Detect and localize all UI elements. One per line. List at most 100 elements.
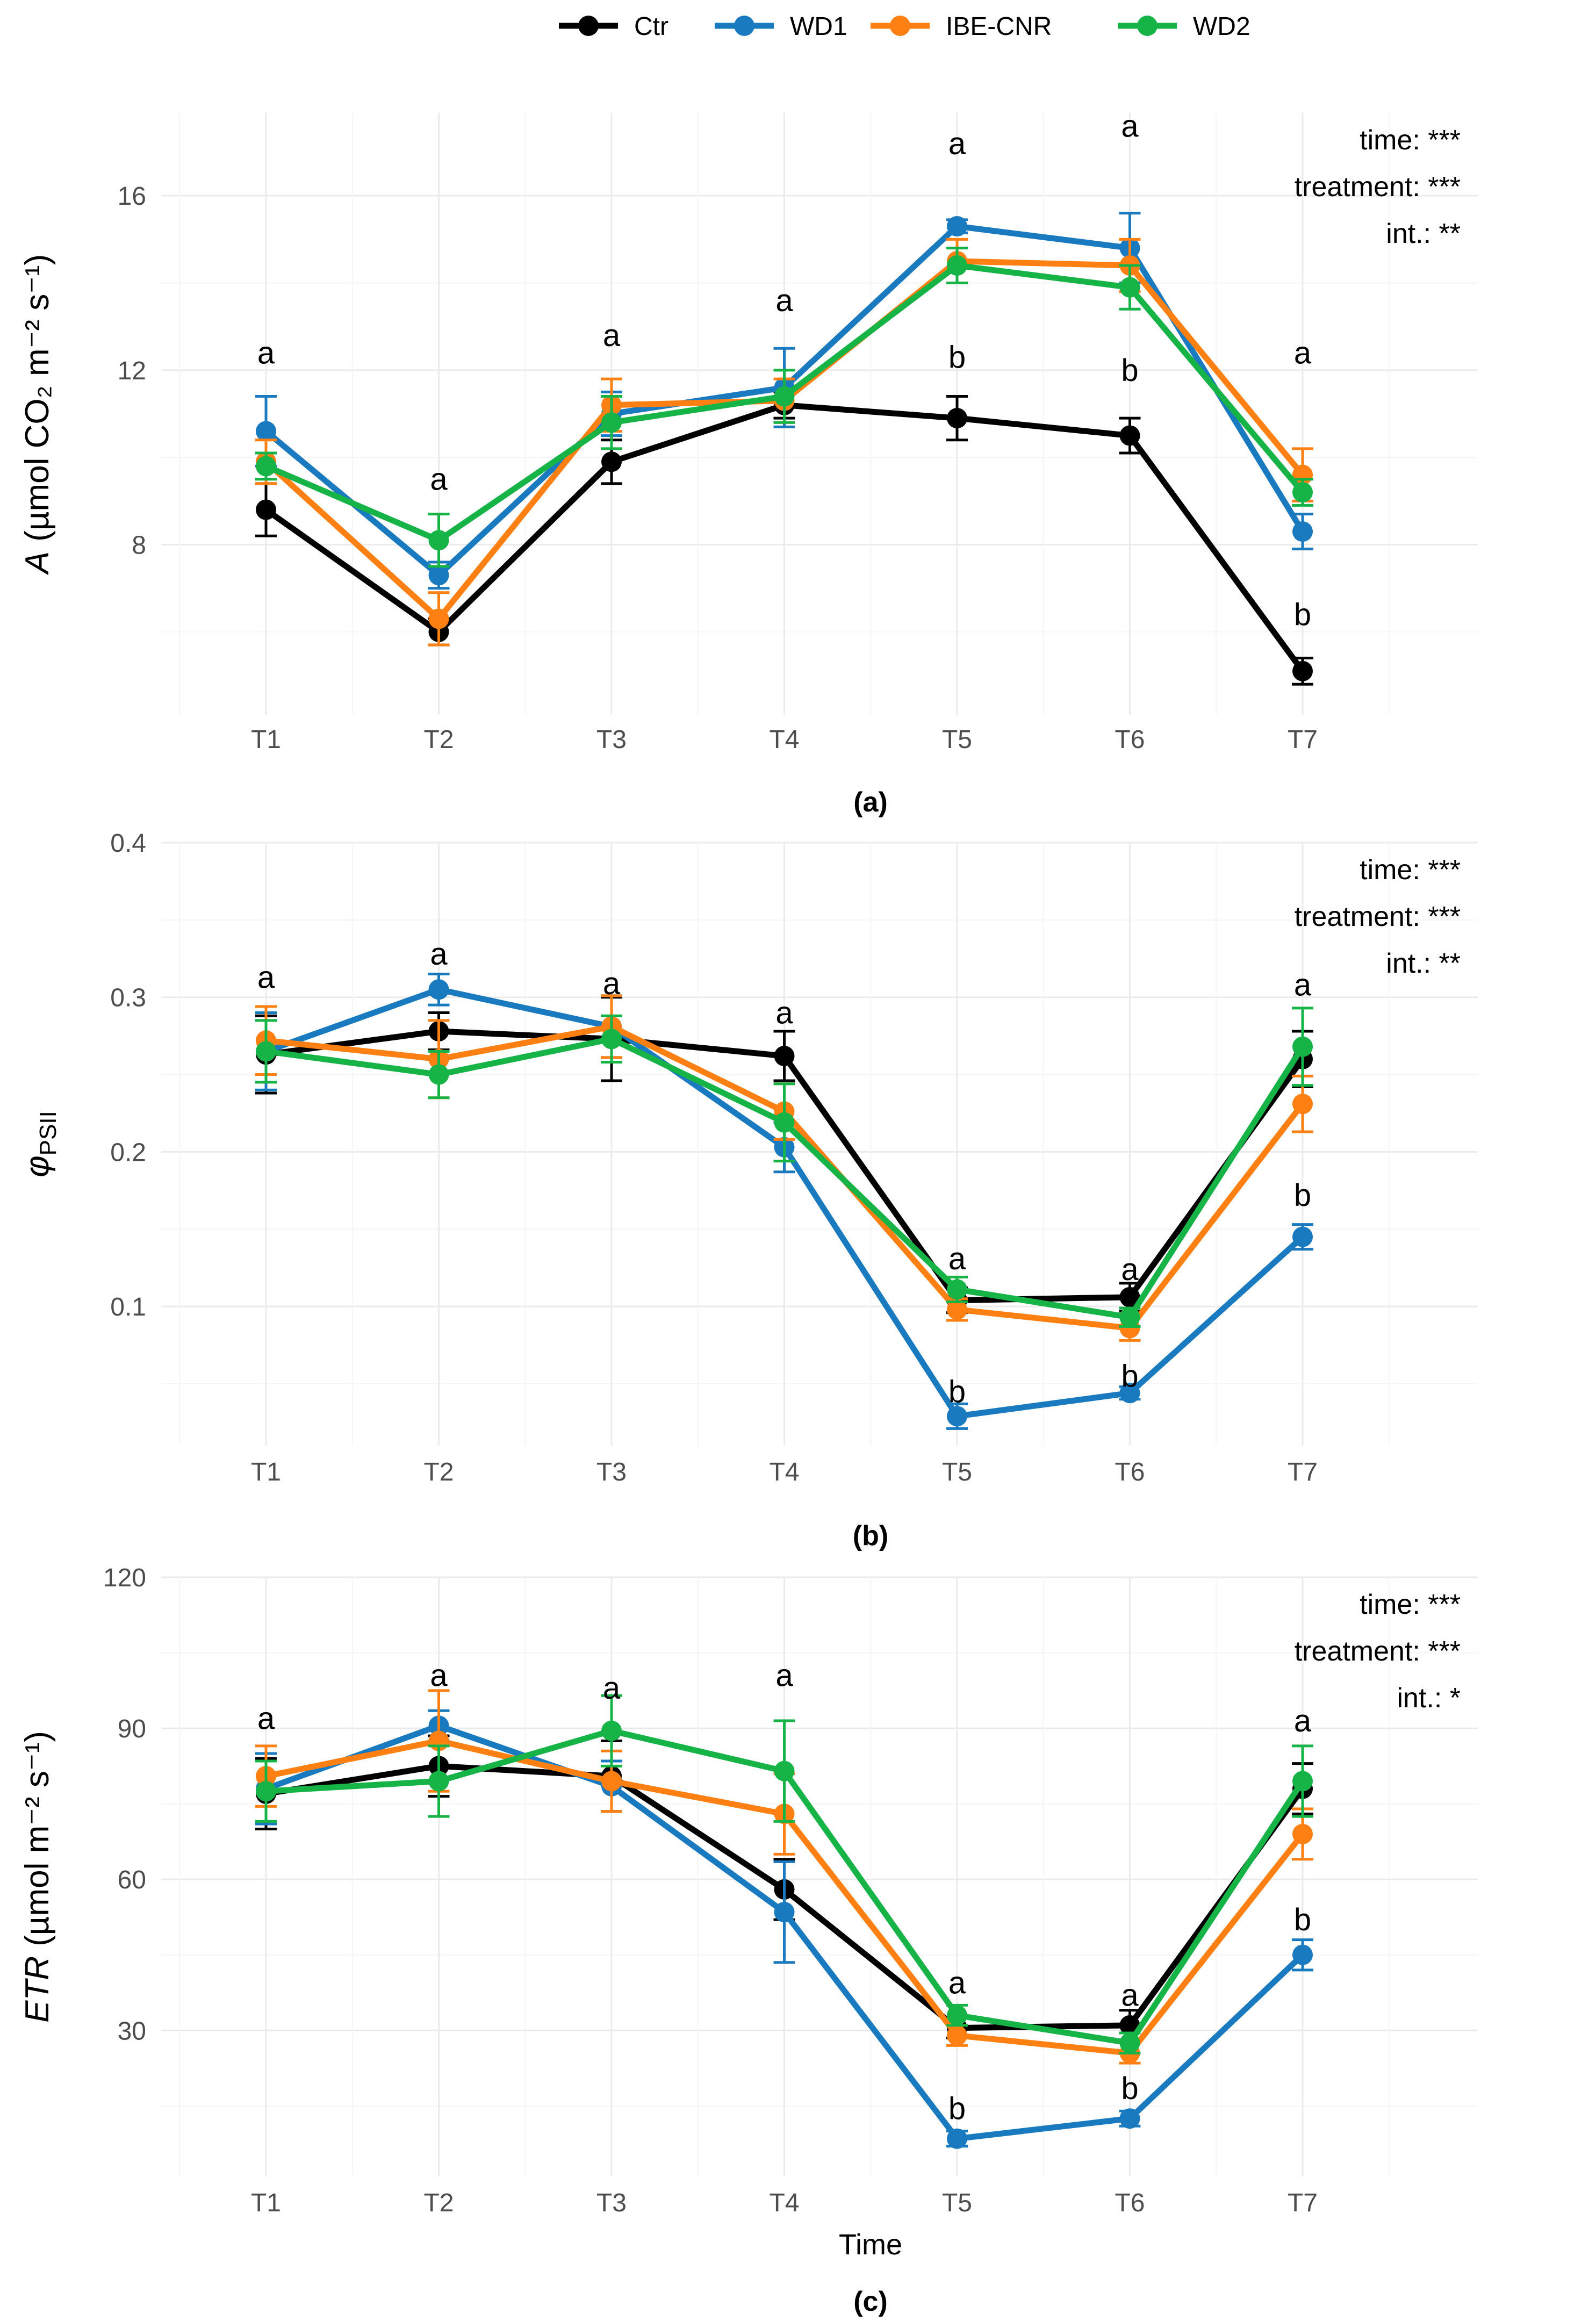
data-point xyxy=(1119,277,1140,298)
data-point xyxy=(1292,1823,1313,1844)
data-point xyxy=(947,216,967,237)
significance-letter: a xyxy=(1121,109,1139,143)
data-point xyxy=(1119,2032,1140,2053)
x-tick-label: T2 xyxy=(423,2189,454,2217)
significance-letter: a xyxy=(430,462,448,497)
chart-panel-a: 8 12 16 T1 T2 T3 T4 T5 T6 T7 A (µmol CO₂ m⁻² s⁻¹) a a… xyxy=(19,109,1478,818)
significance-letter: a xyxy=(1121,1252,1139,1287)
x-axis-label: Time xyxy=(839,2229,902,2261)
data-point xyxy=(1292,1036,1313,1057)
y-axis-label: ETR (µmol m⁻² s⁻¹) xyxy=(19,1731,56,2023)
legend-swatch-point xyxy=(1137,16,1158,36)
legend-item-wd1: WD1 xyxy=(715,12,847,41)
x-tick-label: T1 xyxy=(251,725,281,754)
y-axis-variable: φ xyxy=(19,1155,56,1177)
legend-label: Ctr xyxy=(634,12,668,41)
legend-swatch-point xyxy=(890,16,910,36)
x-tick-label: T5 xyxy=(942,725,972,754)
y-axis-units: (µmol m⁻² s⁻¹) xyxy=(19,1731,56,1946)
chart-panels: 8 12 16 T1 T2 T3 T4 T5 T6 T7 A (µmol CO₂ m⁻² s⁻¹) a a… xyxy=(19,109,1478,2317)
significance-letter: a xyxy=(1294,968,1312,1003)
significance-letter: a xyxy=(257,335,275,370)
data-point xyxy=(1292,1226,1313,1247)
y-tick-label: 0.3 xyxy=(110,984,146,1012)
stats-annotation: treatment: *** xyxy=(1295,901,1461,932)
significance-letter: a xyxy=(603,318,621,353)
data-point xyxy=(428,565,449,586)
legend-item-wd2: WD2 xyxy=(1118,12,1250,41)
data-point xyxy=(774,1112,795,1133)
significance-letter: a xyxy=(257,1701,275,1736)
y-tick-label: 0.2 xyxy=(110,1138,146,1167)
y-axis-label: A (µmol CO₂ m⁻² s⁻¹) xyxy=(19,254,56,576)
data-point xyxy=(1119,1307,1140,1328)
x-tick-label: T4 xyxy=(769,725,799,754)
significance-letter: a xyxy=(430,937,448,972)
y-tick-label: 12 xyxy=(118,357,146,385)
x-tick-label: T1 xyxy=(251,2189,281,2217)
panel-label: (c) xyxy=(853,2286,888,2317)
data-point xyxy=(601,1771,622,1792)
data-point xyxy=(774,1902,795,1923)
stats-annotation: int.: * xyxy=(1397,1683,1461,1714)
y-axis-variable: ETR xyxy=(19,1956,56,2023)
gridlines xyxy=(161,113,1478,715)
panel-label: (a) xyxy=(853,787,888,818)
data-point xyxy=(1292,1771,1313,1792)
significance-letter: a xyxy=(948,1241,966,1276)
legend-label: WD1 xyxy=(790,12,847,41)
significance-letter: a xyxy=(603,966,621,1001)
series-wd2 xyxy=(255,1007,1313,1328)
significance-letter: b xyxy=(1294,597,1311,632)
x-tick-label: T6 xyxy=(1115,2189,1145,2217)
data-point xyxy=(947,408,967,429)
significance-letter: a xyxy=(775,995,793,1030)
x-tick-label: T2 xyxy=(423,1458,454,1486)
data-point xyxy=(601,1720,622,1741)
stats-annotation: time: *** xyxy=(1360,854,1461,886)
significance-letter: a xyxy=(775,283,793,318)
significance-letter: a xyxy=(603,1671,621,1706)
significance-letter: b xyxy=(1121,2071,1138,2106)
data-point xyxy=(947,2128,967,2149)
legend: Ctr WD1 IBE-CNR WD2 xyxy=(559,12,1250,41)
y-tick-label: 8 xyxy=(132,531,146,559)
x-tick-label: T4 xyxy=(769,1458,799,1486)
legend-swatch-point xyxy=(578,16,599,36)
y-tick-label: 90 xyxy=(118,1715,146,1743)
stats-annotation: int.: ** xyxy=(1386,948,1461,979)
x-tick-label: T5 xyxy=(942,2189,972,2217)
data-point xyxy=(428,979,449,1000)
y-tick-label: 30 xyxy=(118,2017,146,2045)
significance-letter: a xyxy=(1294,1704,1312,1738)
x-tick-label: T7 xyxy=(1288,725,1318,754)
x-tick-label: T3 xyxy=(596,1458,627,1486)
data-point xyxy=(256,456,276,477)
significance-letter: b xyxy=(1121,353,1138,388)
data-point xyxy=(1119,1287,1140,1307)
stats-annotation: treatment: *** xyxy=(1295,1636,1461,1667)
data-point xyxy=(428,530,449,551)
significance-letter: a xyxy=(948,1965,966,2000)
y-tick-label: 16 xyxy=(118,182,146,211)
data-point xyxy=(947,1406,967,1427)
significance-letter: b xyxy=(1294,1178,1311,1213)
significance-letter: a xyxy=(948,126,966,161)
stats-annotation: time: *** xyxy=(1360,125,1461,156)
data-point xyxy=(1292,1944,1313,1965)
data-point xyxy=(256,1781,276,1802)
significance-letter: a xyxy=(430,1658,448,1693)
x-tick-label: T4 xyxy=(769,2189,799,2217)
significance-letter: a xyxy=(1121,1978,1139,2013)
data-point xyxy=(1292,1094,1313,1115)
data-point xyxy=(1119,1383,1140,1404)
data-point xyxy=(601,1029,622,1050)
data-point xyxy=(947,1279,967,1300)
significance-letter: b xyxy=(948,2092,966,2126)
data-point xyxy=(1292,482,1313,503)
chart-panel-c: 30 60 90 120 T1 T2 T3 T4 T5 T6 T7 ETR (µmol m⁻² s⁻¹)… xyxy=(19,1564,1478,2317)
x-tick-label: T1 xyxy=(251,1458,281,1486)
y-axis-variable: A xyxy=(19,551,56,576)
legend-item-ctr: Ctr xyxy=(559,12,668,41)
